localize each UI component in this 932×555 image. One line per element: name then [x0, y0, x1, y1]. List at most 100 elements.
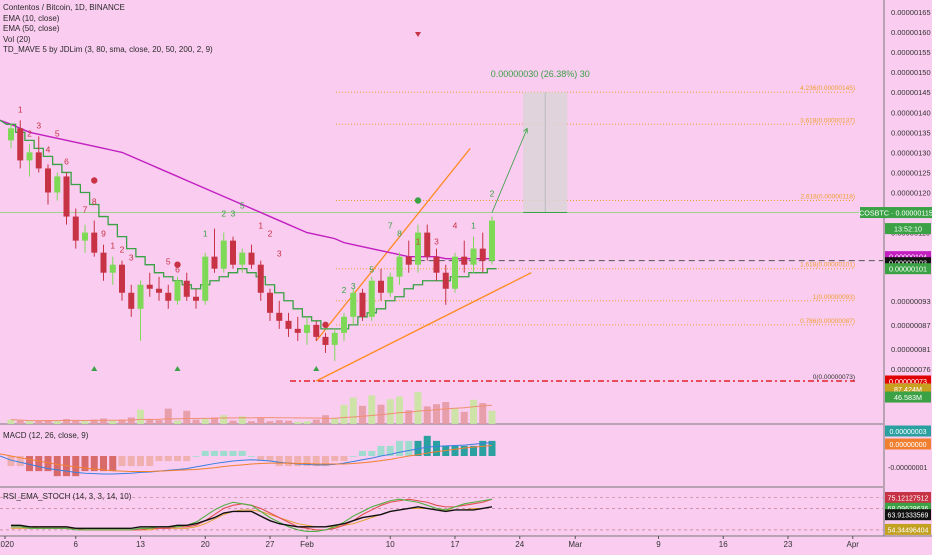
- volume-bar: [322, 415, 329, 424]
- buy-arrow-marker: [313, 365, 320, 371]
- macd-histogram-bar: [396, 440, 403, 456]
- macd-histogram-bar: [479, 440, 487, 456]
- fib-level-label: 3.618(0.00000137): [800, 117, 855, 124]
- candle-body: [350, 292, 357, 317]
- rsi-orange-line: [11, 506, 493, 531]
- volume-bar: [257, 417, 265, 424]
- study-ema50[interactable]: EMA (50, close): [3, 24, 60, 33]
- volume-bar: [396, 396, 403, 424]
- rsi-legend[interactable]: RSI_EMA_STOCH (14, 3, 3, 14, 10): [3, 492, 132, 501]
- macd-histogram-bar: [44, 456, 52, 472]
- td-count-label: 2: [27, 128, 32, 138]
- price-badge: [885, 375, 931, 387]
- price-badge-label: 0.00000101: [889, 265, 927, 274]
- td-count-label: 5: [166, 257, 171, 267]
- study-ema10[interactable]: EMA (10, close): [3, 13, 60, 23]
- volume-bar: [81, 421, 89, 424]
- td-count-label: 8: [92, 197, 97, 207]
- price-badge-label: 0.00000104: [889, 253, 927, 262]
- candle-body: [489, 220, 495, 261]
- price-tick-label: 0.00000130: [891, 148, 931, 157]
- candle-body: [165, 292, 172, 301]
- price-badge-label: 87.424M: [894, 385, 922, 394]
- volume-bar: [35, 420, 43, 424]
- time-tick-label: 6: [74, 540, 79, 549]
- macd-histogram-bar: [433, 440, 440, 456]
- macd-histogram-bar: [257, 456, 265, 462]
- price-badge-label: 46.583M: [894, 393, 922, 402]
- volume-bar: [229, 420, 237, 424]
- fib-level-label: 0(0.00000073): [813, 374, 855, 381]
- sell-arrow-marker: [415, 32, 421, 38]
- td-count-label: 3: [231, 209, 236, 219]
- td-count-label: 3: [36, 120, 41, 130]
- volume-bar: [137, 409, 144, 424]
- time-tick-label: Feb: [300, 540, 314, 549]
- rsi-badge: [885, 523, 931, 535]
- macd-histogram-bar: [377, 445, 385, 456]
- volume-bar: [174, 420, 181, 424]
- macd-signal-line: [0, 445, 493, 473]
- td-count-label: 5: [240, 201, 245, 211]
- candle-body: [72, 216, 79, 241]
- volume-bar: [423, 406, 431, 424]
- volume-bar: [442, 402, 450, 424]
- volume-bar: [294, 421, 302, 424]
- macd-histogram-bar: [127, 456, 135, 467]
- candle-body: [433, 256, 440, 273]
- td-count-label: 6: [64, 156, 69, 166]
- candle-body: [45, 168, 51, 193]
- price-badge-label: COSBTC · 0.00000115: [859, 209, 932, 218]
- study-td-mave[interactable]: TD_MAVE 5 by JDLim (3, 80, sma, close, 2…: [3, 45, 213, 54]
- macd-histogram-bar: [35, 456, 43, 472]
- rsi-red-line: [11, 498, 493, 531]
- macd-histogram-bar: [405, 440, 413, 456]
- td-count-label: 2: [120, 245, 125, 255]
- td-count-label: 3: [129, 253, 134, 263]
- signal-marker: [174, 261, 181, 268]
- candle-body: [424, 232, 431, 257]
- volume-bar: [127, 417, 135, 424]
- volume-bar: [100, 418, 107, 424]
- volume-bar: [118, 419, 126, 424]
- macd-legend[interactable]: MACD (12, 26, close, 9): [3, 431, 89, 440]
- volume-bar: [53, 421, 61, 424]
- study-volume[interactable]: Vol (20): [3, 34, 31, 44]
- macd-histogram-bar: [192, 456, 200, 457]
- price-tick-label: 0.00000087: [891, 321, 931, 330]
- rsi-green-line: [11, 498, 493, 532]
- macd-histogram-bar: [183, 456, 191, 462]
- candle-body: [442, 272, 449, 289]
- projection-arrow: [491, 128, 528, 213]
- volume-bar: [109, 420, 117, 424]
- candle-body: [470, 248, 477, 265]
- td-count-label: 1: [258, 221, 263, 231]
- buy-arrow-marker: [174, 365, 181, 371]
- macd-histogram-bar: [312, 456, 320, 467]
- volume-bar: [312, 419, 320, 424]
- fib-level-label: 1(0.00000093): [813, 294, 855, 301]
- rsi-badge-label: 75.12127512: [888, 496, 929, 503]
- volume-bar: [266, 421, 274, 424]
- price-badge-label: 13:52:10: [894, 225, 922, 234]
- buy-arrow-marker: [91, 365, 98, 371]
- candle-body: [276, 312, 283, 321]
- td-count-label: 2: [342, 285, 347, 295]
- volume-bar: [16, 420, 24, 424]
- time-tick-label: 2020: [0, 540, 14, 549]
- volume-bar: [183, 410, 191, 424]
- fib-level-label: 0.786(0.00000087): [800, 318, 855, 325]
- macd-histogram-bar: [155, 456, 163, 462]
- time-tick-label: 27: [266, 540, 275, 549]
- candle-body: [128, 292, 135, 309]
- price-tick-label: 0.00000093: [891, 297, 931, 306]
- candle-body: [202, 256, 209, 301]
- candle-body: [193, 296, 199, 301]
- candle-body: [8, 128, 14, 141]
- symbol-title: Contentos / Bitcoin, 1D, BINANCE: [3, 3, 125, 12]
- macd-badge: [885, 438, 931, 450]
- fib-level-label: 2.618(0.00000118): [801, 194, 855, 201]
- volume-bar: [26, 421, 33, 424]
